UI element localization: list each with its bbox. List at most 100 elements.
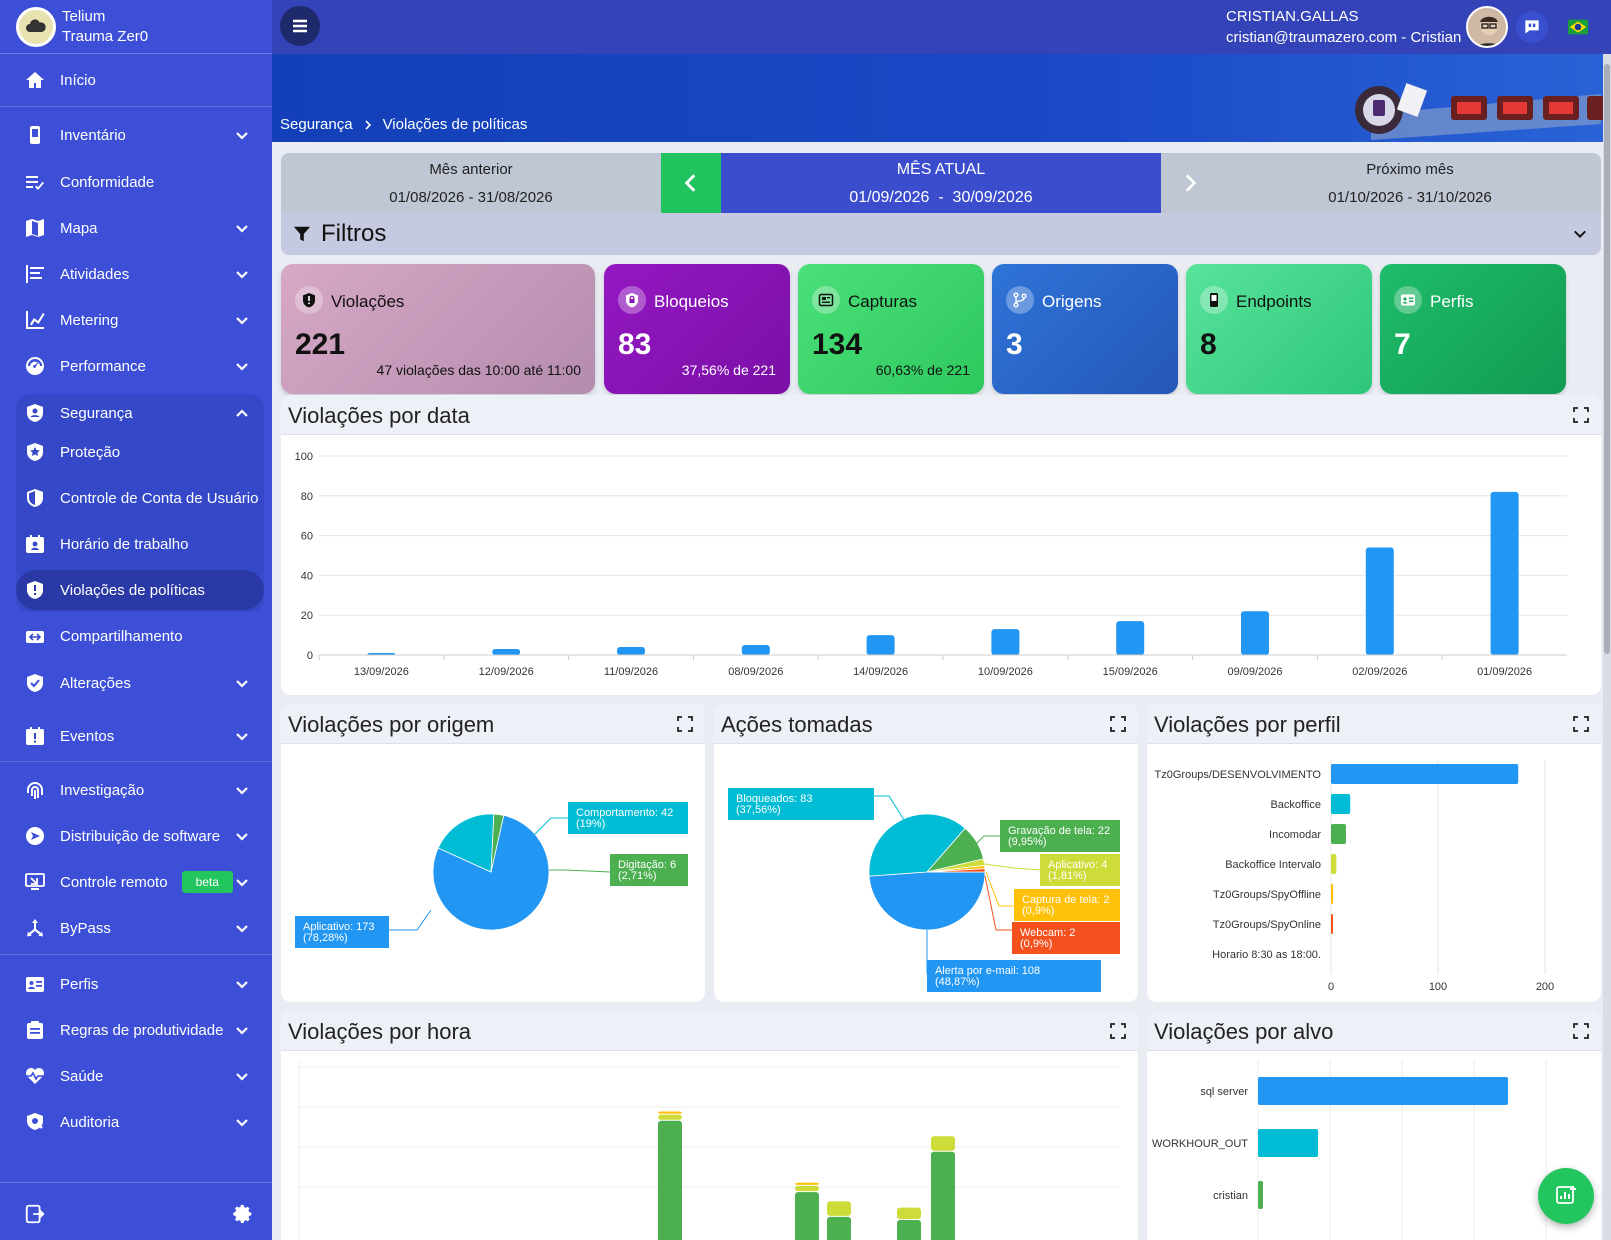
stacked-bar-segment[interactable] (795, 1192, 819, 1240)
bar[interactable] (617, 647, 645, 655)
sidebar-item-violacoes[interactable]: Violações de políticas (16, 570, 264, 610)
stacked-bar-segment[interactable] (658, 1111, 682, 1114)
prev-month[interactable]: Mês anterior 01/08/2026 - 31/08/2026 (281, 153, 661, 213)
add-report-button[interactable] (1538, 1168, 1594, 1224)
expand-icon[interactable] (1573, 716, 1589, 732)
stat-card-bloqueios[interactable]: Bloqueios 83 37,56% de 221 (604, 264, 790, 394)
pie-slice[interactable] (437, 813, 495, 873)
chevron-down-icon[interactable] (234, 358, 250, 374)
chevron-down-icon[interactable] (234, 920, 250, 936)
menu-toggle-button[interactable] (280, 6, 320, 46)
sidebar-item-investigacao[interactable]: Investigação (16, 770, 264, 810)
stacked-bar-segment[interactable] (658, 1114, 682, 1120)
bar[interactable] (1331, 884, 1334, 904)
sidebar-item-saude[interactable]: Saúde (16, 1056, 264, 1096)
stat-card-capturas[interactable]: Capturas 134 60,63% de 221 (798, 264, 984, 394)
sidebar-item-regras[interactable]: Regras de produtividade (16, 1010, 264, 1050)
pie-slice[interactable] (868, 871, 986, 931)
chevron-down-icon[interactable] (234, 1114, 250, 1130)
stat-card-endpoints[interactable]: Endpoints 8 (1186, 264, 1372, 394)
sidebar-item-bypass[interactable]: ByPass (16, 908, 264, 948)
expand-icon[interactable] (1110, 1023, 1126, 1039)
sidebar-item-performance[interactable]: Performance (16, 346, 264, 386)
bar[interactable] (1116, 621, 1145, 655)
next-month[interactable]: Próximo mês 01/10/2026 - 31/10/2026 (1219, 153, 1601, 213)
brand[interactable]: Telium Trauma Zer0 (0, 0, 272, 54)
sidebar-item-inicio[interactable]: Início (16, 60, 264, 100)
chevron-up-icon[interactable] (234, 405, 250, 421)
bar[interactable] (991, 629, 1020, 655)
next-month-button[interactable] (1161, 153, 1219, 213)
stacked-bar-segment[interactable] (658, 1120, 682, 1240)
expand-icon[interactable] (677, 716, 693, 732)
chevron-down-icon[interactable] (234, 266, 250, 282)
bar[interactable] (1258, 1181, 1263, 1209)
sidebar-item-auditoria[interactable]: Auditoria (16, 1102, 264, 1142)
bar[interactable] (1365, 547, 1394, 655)
chevron-down-icon[interactable] (234, 874, 250, 890)
bar[interactable] (866, 635, 895, 655)
chevron-down-icon[interactable] (234, 220, 250, 236)
bar[interactable] (1331, 764, 1519, 784)
bar[interactable] (1331, 824, 1346, 844)
chevron-down-icon[interactable] (234, 828, 250, 844)
chevron-down-icon[interactable] (234, 127, 250, 143)
avatar[interactable] (1466, 6, 1508, 48)
stacked-bar-segment[interactable] (795, 1182, 819, 1185)
bar[interactable] (1490, 491, 1519, 655)
pie-slice[interactable] (926, 868, 986, 873)
expand-icon[interactable] (1573, 407, 1589, 423)
pie-slice[interactable] (490, 813, 505, 873)
stat-card-origens[interactable]: Origens 3 (992, 264, 1178, 394)
bar[interactable] (1258, 1129, 1318, 1157)
expand-icon[interactable] (1573, 1023, 1589, 1039)
stacked-bar-segment[interactable] (897, 1220, 921, 1240)
bar[interactable] (1331, 794, 1351, 814)
sidebar-item-horario[interactable]: Horário de trabalho (16, 524, 264, 564)
sidebar-item-perfis[interactable]: Perfis (16, 964, 264, 1004)
chevron-down-icon[interactable] (234, 312, 250, 328)
sidebar-item-inventario[interactable]: Inventário (16, 115, 264, 155)
sidebar-item-protecao[interactable]: Proteção (16, 432, 264, 472)
expand-icon[interactable] (1110, 716, 1126, 732)
chevron-down-icon[interactable] (234, 782, 250, 798)
stat-card-perfis[interactable]: Perfis 7 (1380, 264, 1566, 394)
bar[interactable] (1258, 1077, 1508, 1105)
bar[interactable] (1331, 914, 1333, 934)
user-info[interactable]: CRISTIAN.GALLAS cristian@traumazero.com … (1226, 6, 1461, 48)
settings-gear-icon[interactable] (232, 1203, 254, 1225)
chevron-down-icon[interactable] (234, 675, 250, 691)
stacked-bar-segment[interactable] (795, 1185, 819, 1192)
bar[interactable] (492, 649, 521, 655)
stacked-bar-segment[interactable] (827, 1201, 851, 1216)
feedback-icon[interactable] (1516, 11, 1548, 43)
page-scrollbar[interactable] (1603, 54, 1611, 1240)
breadcrumb-root-link[interactable]: Segurança (280, 116, 353, 133)
sidebar-item-atividades[interactable]: Atividades (16, 254, 264, 294)
sidebar-item-distribuicao[interactable]: Distribuição de software (16, 816, 264, 856)
chevron-down-icon[interactable] (234, 728, 250, 744)
prev-month-button[interactable] (661, 153, 721, 213)
stacked-bar-segment[interactable] (827, 1216, 851, 1240)
filters-bar[interactable]: Filtros (281, 213, 1601, 255)
chevron-down-icon[interactable] (234, 976, 250, 992)
sidebar-item-metering[interactable]: Metering (16, 300, 264, 340)
chevron-down-icon[interactable] (234, 1022, 250, 1038)
pie-slice[interactable] (432, 814, 550, 931)
sidebar-item-alteracoes[interactable]: Alterações (16, 663, 264, 703)
sidebar-item-compartilhamento[interactable]: Compartilhamento (16, 616, 264, 656)
logout-icon[interactable] (24, 1203, 46, 1225)
stacked-bar-segment[interactable] (931, 1151, 955, 1240)
stat-card-violacoes[interactable]: Violações 221 47 violações das 10:00 até… (281, 264, 595, 394)
sidebar-item-controle-remoto[interactable]: Controle remoto beta (16, 862, 264, 902)
chevron-down-icon[interactable] (234, 1068, 250, 1084)
language-flag-brazil-icon[interactable] (1562, 11, 1594, 43)
pie-slice[interactable] (868, 813, 966, 877)
stacked-bar-segment[interactable] (931, 1136, 955, 1151)
stacked-bar-segment[interactable] (897, 1207, 921, 1219)
sidebar-item-mapa[interactable]: Mapa (16, 208, 264, 248)
bar[interactable] (741, 645, 770, 655)
sidebar-item-seguranca[interactable]: Segurança (16, 393, 264, 433)
sidebar-item-uac[interactable]: Controle de Conta de Usuário (16, 478, 264, 518)
sidebar-item-conformidade[interactable]: Conformidade (16, 162, 264, 202)
